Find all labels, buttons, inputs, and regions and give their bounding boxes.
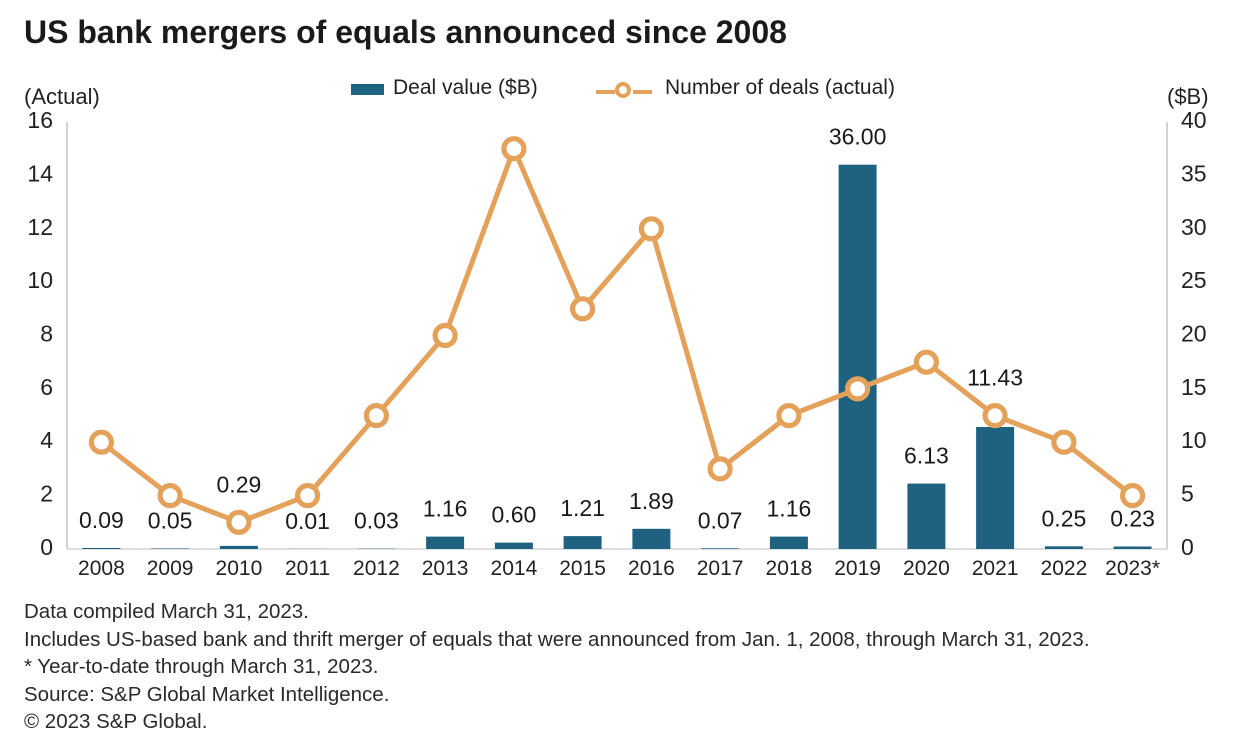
svg-text:2014: 2014 [491,557,538,580]
svg-text:0.09: 0.09 [79,507,124,533]
svg-text:0.29: 0.29 [217,471,262,497]
svg-text:0: 0 [1181,534,1194,560]
svg-text:2015: 2015 [559,557,606,580]
svg-text:0.25: 0.25 [1042,505,1087,531]
svg-text:0: 0 [40,534,53,560]
svg-text:8: 8 [40,321,53,347]
svg-text:0.05: 0.05 [148,508,193,534]
svg-text:2011: 2011 [285,557,330,580]
svg-text:2009: 2009 [147,557,194,580]
svg-text:6.13: 6.13 [904,443,949,469]
svg-text:11.43: 11.43 [967,365,1023,391]
svg-text:2010: 2010 [216,557,263,580]
svg-text:35: 35 [1181,160,1207,186]
svg-text:20: 20 [1181,321,1207,347]
svg-text:0.07: 0.07 [698,507,743,533]
svg-text:2022: 2022 [1041,557,1088,580]
svg-text:2021: 2021 [972,557,1019,580]
svg-text:6: 6 [40,374,53,400]
svg-text:2020: 2020 [903,557,950,580]
svg-text:2016: 2016 [628,557,675,580]
svg-text:40: 40 [1181,107,1207,133]
svg-text:2013: 2013 [422,557,469,580]
svg-text:10: 10 [27,267,53,293]
svg-text:25: 25 [1181,267,1207,293]
svg-text:1.89: 1.89 [629,488,674,514]
svg-text:0.03: 0.03 [354,508,399,534]
svg-text:12: 12 [27,214,53,240]
svg-text:0.23: 0.23 [1110,506,1155,532]
svg-text:30: 30 [1181,214,1207,240]
svg-text:2018: 2018 [766,557,813,580]
svg-text:0.60: 0.60 [492,502,537,528]
svg-text:15: 15 [1181,374,1207,400]
svg-text:1.16: 1.16 [423,496,468,522]
svg-text:2008: 2008 [78,557,125,580]
svg-text:2017: 2017 [697,557,744,580]
svg-text:2023*: 2023* [1105,557,1160,580]
svg-text:1.21: 1.21 [560,495,605,521]
svg-text:2: 2 [40,481,53,507]
svg-text:1.16: 1.16 [767,496,812,522]
svg-text:16: 16 [27,107,53,133]
svg-text:0.01: 0.01 [285,508,330,534]
svg-text:10: 10 [1181,427,1207,453]
svg-text:14: 14 [27,160,53,186]
svg-text:36.00: 36.00 [829,124,887,150]
svg-text:4: 4 [40,427,53,453]
svg-text:5: 5 [1181,481,1194,507]
svg-text:2019: 2019 [834,557,881,580]
svg-text:2012: 2012 [353,557,400,580]
